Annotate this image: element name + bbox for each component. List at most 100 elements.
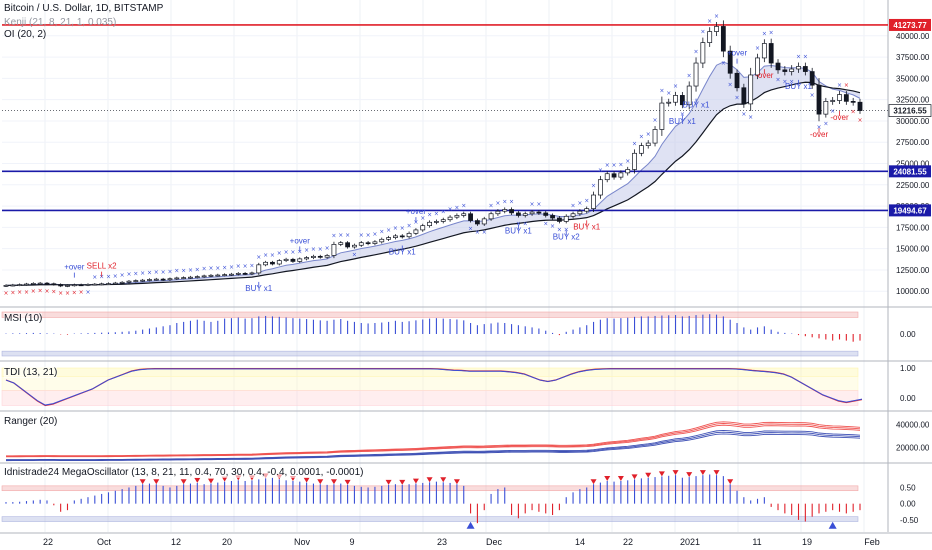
candle [106, 282, 111, 285]
mega-bars [5, 470, 861, 529]
candle-body [843, 94, 849, 102]
cross-marker: × [851, 109, 856, 116]
cross-marker: × [311, 246, 316, 253]
sell-triangle [713, 470, 720, 476]
candle [830, 97, 836, 105]
candle-body [597, 179, 603, 196]
cross-marker: × [844, 82, 849, 89]
candle [556, 216, 562, 224]
cross-marker: × [277, 250, 282, 257]
candle-body [434, 221, 439, 223]
candle-body [119, 281, 125, 284]
cross-marker: × [618, 161, 623, 168]
cross-marker: × [236, 263, 241, 270]
price-axis-tick: 22500.00 [896, 181, 930, 190]
mega-axis-tick: 0.00 [900, 500, 916, 509]
cross-marker: × [625, 158, 630, 165]
msi-pane-label[interactable]: MSI (10) [4, 313, 43, 324]
cross-marker: × [776, 77, 781, 84]
candle-body [823, 101, 829, 115]
candle [529, 209, 535, 216]
megaoscillator-pane-label[interactable]: Idnistrade24 MegaOscillator (13, 8, 21, … [4, 467, 364, 478]
candle [215, 273, 221, 277]
signal-label: +over [727, 49, 748, 58]
msi-upper-band [1, 311, 859, 318]
candle-body [379, 238, 385, 243]
cross-marker: × [222, 264, 227, 271]
signal-label: BUY x2 [553, 232, 581, 241]
tdi-axis-tick: 0.00 [900, 394, 916, 403]
time-axis-tick: 20 [222, 537, 232, 547]
candle [522, 211, 528, 218]
indicator-oi-label[interactable]: OI (20, 2) [4, 29, 47, 40]
signal-label: BUY x1 [573, 222, 601, 231]
candle [167, 277, 173, 281]
cross-marker: × [516, 220, 521, 227]
candle-body [420, 225, 426, 231]
candle [570, 211, 576, 219]
candle-body [58, 284, 64, 287]
cross-marker: × [632, 140, 637, 147]
candle-body [256, 264, 262, 274]
candle-body [802, 66, 808, 72]
cross-marker: × [448, 206, 453, 213]
cross-marker: × [495, 200, 500, 207]
time-axis-tick: 12 [171, 537, 181, 547]
candle-body [331, 244, 337, 256]
cross-marker: × [673, 83, 678, 90]
cross-marker: × [591, 183, 596, 190]
candle-body [454, 215, 460, 218]
cross-marker: × [325, 245, 330, 252]
candle-body [714, 26, 719, 32]
candle [495, 209, 501, 216]
cross-marker: × [167, 268, 172, 275]
indicator-kenji-label[interactable]: Kenji (21, 8, 21, 1, 0.035) [4, 17, 117, 28]
cross-marker: × [461, 203, 466, 210]
cross-marker: × [161, 269, 166, 276]
cross-marker: × [714, 13, 719, 20]
cross-marker: × [762, 30, 767, 37]
candle-body [625, 169, 631, 174]
candle-body [782, 69, 788, 72]
candle-body [30, 283, 36, 285]
cross-marker: × [140, 270, 145, 277]
cross-marker: × [721, 60, 726, 67]
ranger-lower-line [5, 433, 861, 462]
candle [37, 281, 43, 285]
cross-marker: × [366, 232, 371, 239]
tdi-pane-label[interactable]: TDI (13, 21) [4, 367, 58, 378]
candle [3, 284, 9, 287]
support2-price-badge: 19494.67 [893, 206, 927, 215]
candle-body [556, 217, 562, 222]
buy-triangle [466, 521, 475, 529]
cross-marker: × [810, 92, 815, 99]
sell-triangle [412, 478, 419, 484]
cross-marker: × [837, 82, 842, 89]
candle-body [85, 284, 91, 286]
candle [584, 206, 590, 214]
candle [140, 278, 146, 282]
ranger-lower-line [5, 431, 861, 461]
candle [461, 211, 467, 218]
candle-body [591, 194, 596, 209]
cross-marker: × [530, 201, 535, 208]
sell-triangle [727, 479, 734, 485]
sell-triangle [658, 471, 665, 477]
signal-label: +over [406, 207, 427, 216]
candle [317, 254, 323, 259]
ranger-pane-label[interactable]: Ranger (20) [4, 416, 58, 427]
sell-triangle [426, 477, 433, 483]
candle [304, 256, 310, 261]
mega-axis-tick: 0.50 [900, 483, 916, 492]
candle [208, 274, 214, 278]
candle-body [796, 66, 801, 70]
support1-price-badge-bg [889, 165, 931, 178]
cross-marker: × [3, 290, 8, 297]
tdi-lower-band [1, 390, 859, 406]
cross-marker: × [154, 269, 159, 276]
candle-body [276, 260, 282, 265]
candle-body [311, 255, 316, 258]
cross-marker: × [659, 88, 664, 95]
